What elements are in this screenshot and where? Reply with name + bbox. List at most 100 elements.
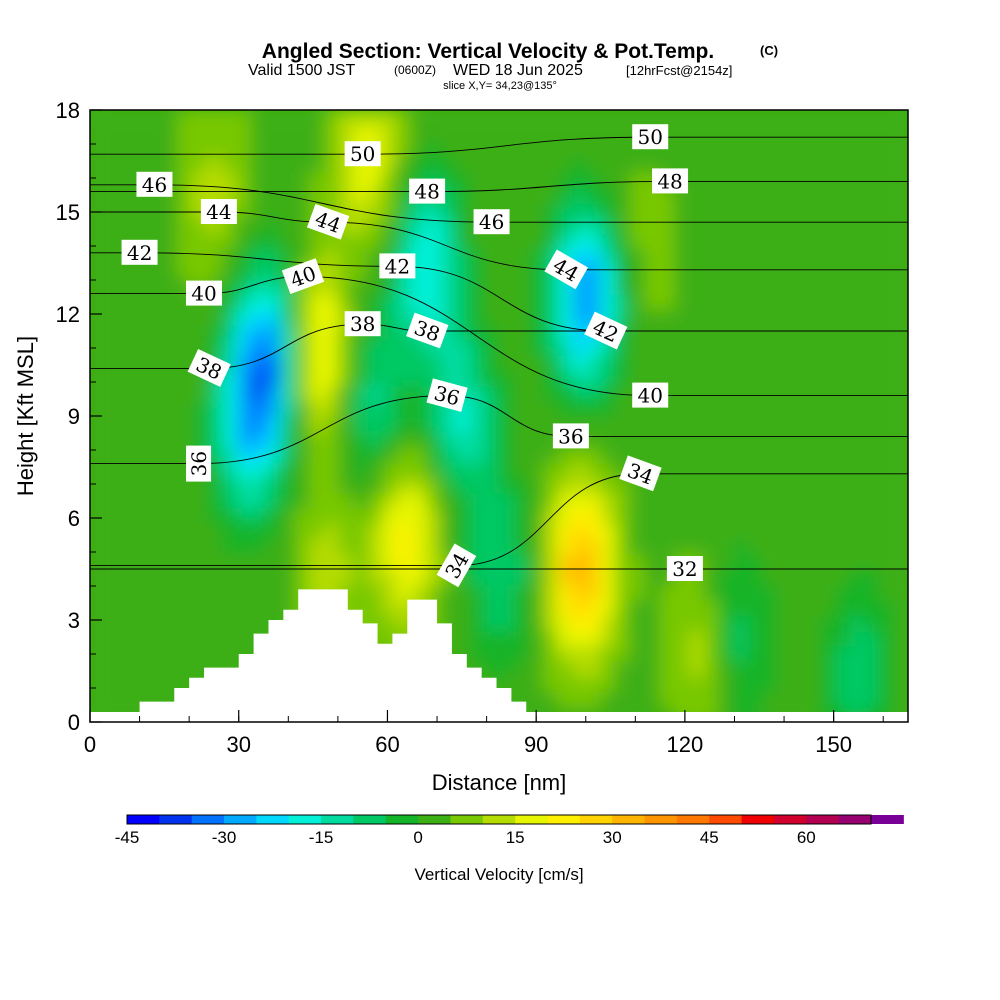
velocity-cell (645, 308, 661, 326)
velocity-cell (265, 400, 281, 417)
velocity-cell (352, 492, 369, 509)
velocity-cell (455, 614, 471, 632)
velocity-cell (469, 584, 486, 601)
velocity-cell (396, 507, 413, 525)
velocity-cell (221, 186, 238, 203)
velocity-cell (864, 217, 880, 234)
velocity-cell (411, 140, 427, 157)
velocity-cell (718, 293, 734, 310)
velocity-cell (323, 385, 340, 402)
velocity-cell (382, 308, 398, 326)
velocity-cell (572, 676, 588, 693)
velocity-cell (338, 186, 354, 203)
velocity-cell (791, 584, 807, 601)
velocity-cell (104, 339, 121, 356)
velocity-cell (90, 400, 106, 417)
velocity-cell (221, 293, 238, 310)
velocity-cell (586, 140, 603, 157)
velocity-cell (688, 125, 705, 142)
velocity-cell (382, 523, 398, 540)
velocity-cell (703, 370, 720, 387)
velocity-cell (586, 492, 603, 509)
velocity-cell (834, 354, 851, 372)
velocity-cell (747, 263, 763, 280)
velocity-cell (776, 186, 793, 203)
velocity-cell (688, 584, 705, 601)
velocity-cell (688, 370, 705, 387)
velocity-cell (761, 110, 778, 127)
velocity-cell (382, 599, 398, 616)
velocity-cell (820, 553, 836, 570)
velocity-cell (659, 660, 676, 678)
velocity-cell (90, 339, 106, 356)
velocity-cell (557, 691, 574, 708)
velocity-cell (878, 492, 895, 509)
velocity-cell (294, 155, 311, 173)
velocity-cell (236, 171, 252, 188)
velocity-cell (425, 477, 442, 494)
velocity-cell (805, 339, 822, 356)
velocity-cell (820, 446, 836, 463)
velocity-cell (352, 171, 369, 188)
velocity-cell (192, 155, 208, 173)
velocity-cell (382, 584, 398, 601)
velocity-cell (440, 201, 457, 219)
velocity-cell (309, 400, 325, 417)
velocity-cell (761, 614, 778, 632)
velocity-cell (528, 538, 544, 555)
velocity-cell (338, 538, 354, 555)
velocity-cell (411, 416, 427, 433)
velocity-cell (469, 308, 486, 326)
velocity-cell (294, 370, 311, 387)
velocity-cell (805, 645, 822, 662)
velocity-cell (279, 232, 296, 249)
velocity-cell (645, 446, 661, 463)
velocity-cell (352, 523, 369, 540)
velocity-cell (294, 308, 311, 326)
velocity-cell (572, 492, 588, 509)
velocity-cell (148, 155, 165, 173)
velocity-cell (659, 431, 676, 448)
velocity-cell (615, 370, 632, 387)
velocity-cell (776, 247, 793, 264)
theta-label-box (281, 258, 325, 295)
velocity-cell (338, 263, 354, 280)
velocity-cell (104, 630, 121, 647)
velocity-cell (484, 569, 500, 586)
y-tick-label: 9 (68, 404, 80, 429)
velocity-cell (557, 308, 574, 326)
velocity-cell (279, 553, 296, 570)
velocity-cell (382, 339, 398, 356)
velocity-cell (674, 140, 690, 157)
velocity-cell (849, 140, 866, 157)
velocity-cell (688, 324, 705, 341)
velocity-cell (484, 186, 500, 203)
velocity-cell (469, 569, 486, 586)
velocity-cell (104, 477, 121, 494)
velocity-cell (718, 507, 734, 525)
velocity-cell (820, 461, 836, 479)
velocity-cell (805, 217, 822, 234)
velocity-cell (382, 293, 398, 310)
velocity-cell (455, 110, 471, 127)
velocity-cell (309, 569, 325, 586)
theta-label: 38 (187, 349, 231, 387)
velocity-cell (776, 461, 793, 479)
velocity-cell (177, 324, 194, 341)
velocity-cell (396, 155, 413, 173)
velocity-cell (513, 446, 530, 463)
theta-label-text: 48 (657, 169, 682, 193)
velocity-cell (90, 232, 106, 249)
velocity-cell (615, 507, 632, 525)
velocity-cell (133, 217, 150, 234)
velocity-cell (440, 416, 457, 433)
velocity-cell (294, 400, 311, 417)
velocity-cell (615, 186, 632, 203)
velocity-cell (221, 155, 238, 173)
velocity-cell (484, 461, 500, 479)
velocity-cell (878, 140, 895, 157)
velocity-cell (177, 645, 194, 662)
velocity-cell (484, 431, 500, 448)
velocity-cell (747, 446, 763, 463)
